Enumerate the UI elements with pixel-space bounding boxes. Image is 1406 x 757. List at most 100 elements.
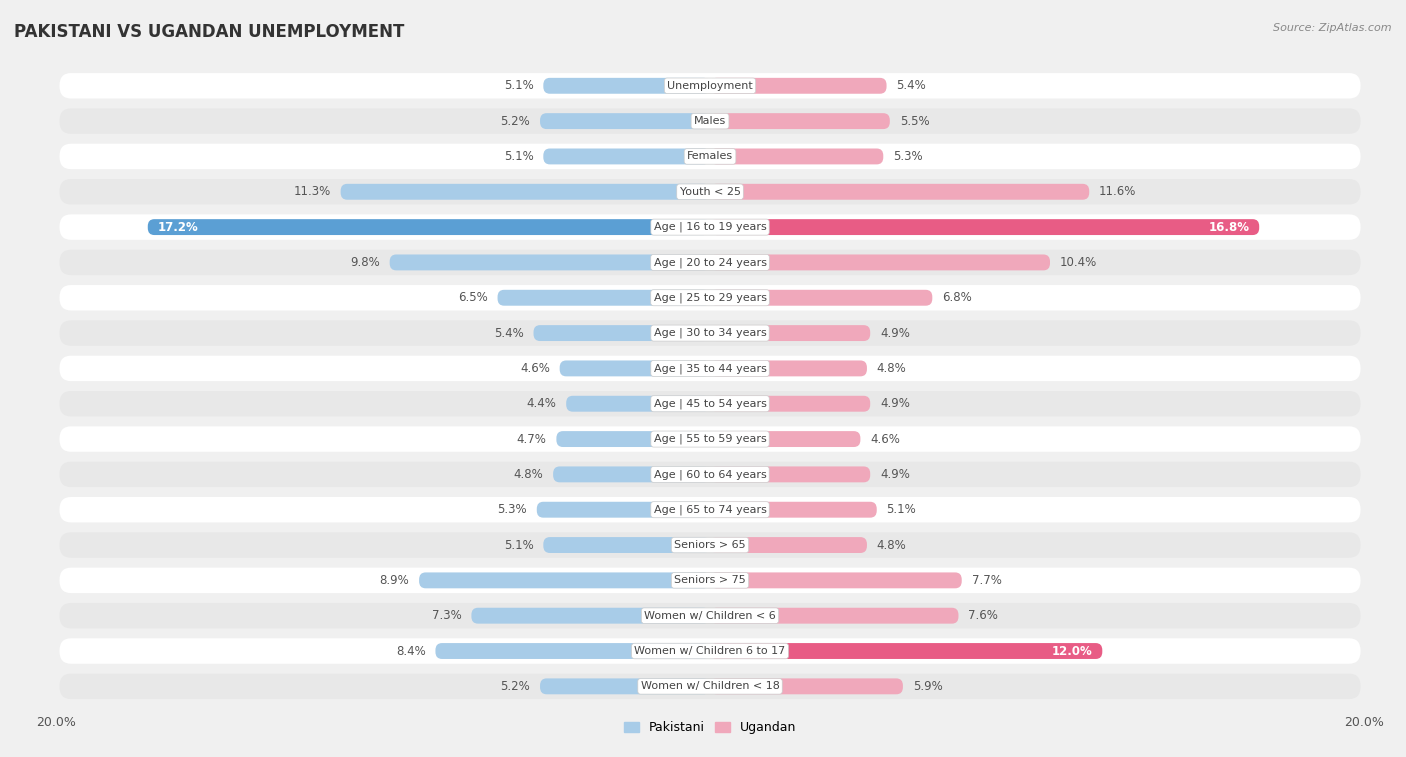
Text: Age | 16 to 19 years: Age | 16 to 19 years — [654, 222, 766, 232]
Text: 4.6%: 4.6% — [870, 432, 900, 446]
FancyBboxPatch shape — [59, 391, 1361, 416]
Text: Age | 25 to 29 years: Age | 25 to 29 years — [654, 292, 766, 303]
FancyBboxPatch shape — [710, 326, 870, 341]
Text: 5.1%: 5.1% — [503, 150, 533, 163]
Text: 4.4%: 4.4% — [526, 397, 557, 410]
Text: 5.2%: 5.2% — [501, 114, 530, 128]
FancyBboxPatch shape — [59, 532, 1361, 558]
FancyBboxPatch shape — [710, 678, 903, 694]
FancyBboxPatch shape — [59, 73, 1361, 98]
Text: 4.9%: 4.9% — [880, 468, 910, 481]
Text: 4.8%: 4.8% — [877, 362, 907, 375]
FancyBboxPatch shape — [59, 250, 1361, 275]
FancyBboxPatch shape — [557, 431, 710, 447]
FancyBboxPatch shape — [59, 108, 1361, 134]
FancyBboxPatch shape — [59, 320, 1361, 346]
FancyBboxPatch shape — [59, 674, 1361, 699]
FancyBboxPatch shape — [710, 502, 877, 518]
Text: 12.0%: 12.0% — [1052, 644, 1092, 658]
Text: Age | 35 to 44 years: Age | 35 to 44 years — [654, 363, 766, 374]
FancyBboxPatch shape — [710, 537, 868, 553]
FancyBboxPatch shape — [710, 431, 860, 447]
Text: 8.4%: 8.4% — [396, 644, 426, 658]
FancyBboxPatch shape — [710, 572, 962, 588]
FancyBboxPatch shape — [389, 254, 710, 270]
Text: 9.8%: 9.8% — [350, 256, 380, 269]
FancyBboxPatch shape — [710, 254, 1050, 270]
Text: Age | 20 to 24 years: Age | 20 to 24 years — [654, 257, 766, 268]
FancyBboxPatch shape — [419, 572, 710, 588]
Text: 5.1%: 5.1% — [503, 79, 533, 92]
FancyBboxPatch shape — [710, 290, 932, 306]
FancyBboxPatch shape — [59, 214, 1361, 240]
FancyBboxPatch shape — [540, 113, 710, 129]
FancyBboxPatch shape — [540, 678, 710, 694]
Text: 4.9%: 4.9% — [880, 397, 910, 410]
Text: Youth < 25: Youth < 25 — [679, 187, 741, 197]
Text: 5.4%: 5.4% — [494, 326, 523, 340]
Text: 5.4%: 5.4% — [897, 79, 927, 92]
Text: 4.7%: 4.7% — [517, 432, 547, 446]
FancyBboxPatch shape — [710, 466, 870, 482]
FancyBboxPatch shape — [59, 462, 1361, 487]
Text: Age | 55 to 59 years: Age | 55 to 59 years — [654, 434, 766, 444]
FancyBboxPatch shape — [543, 537, 710, 553]
FancyBboxPatch shape — [710, 184, 1090, 200]
Text: Males: Males — [695, 116, 725, 126]
Text: 4.8%: 4.8% — [877, 538, 907, 552]
FancyBboxPatch shape — [59, 497, 1361, 522]
FancyBboxPatch shape — [436, 643, 710, 659]
Text: PAKISTANI VS UGANDAN UNEMPLOYMENT: PAKISTANI VS UGANDAN UNEMPLOYMENT — [14, 23, 405, 41]
FancyBboxPatch shape — [59, 638, 1361, 664]
FancyBboxPatch shape — [59, 568, 1361, 593]
Text: Source: ZipAtlas.com: Source: ZipAtlas.com — [1274, 23, 1392, 33]
FancyBboxPatch shape — [710, 396, 870, 412]
Text: Women w/ Children 6 to 17: Women w/ Children 6 to 17 — [634, 646, 786, 656]
Text: Females: Females — [688, 151, 733, 161]
FancyBboxPatch shape — [59, 603, 1361, 628]
Text: 6.5%: 6.5% — [458, 291, 488, 304]
Text: 5.3%: 5.3% — [498, 503, 527, 516]
Text: Unemployment: Unemployment — [668, 81, 752, 91]
FancyBboxPatch shape — [59, 179, 1361, 204]
Text: 5.2%: 5.2% — [501, 680, 530, 693]
FancyBboxPatch shape — [543, 148, 710, 164]
Text: Age | 45 to 54 years: Age | 45 to 54 years — [654, 398, 766, 409]
Text: 7.7%: 7.7% — [972, 574, 1001, 587]
FancyBboxPatch shape — [710, 643, 1102, 659]
Text: 5.5%: 5.5% — [900, 114, 929, 128]
Text: Age | 60 to 64 years: Age | 60 to 64 years — [654, 469, 766, 480]
FancyBboxPatch shape — [710, 360, 868, 376]
FancyBboxPatch shape — [59, 285, 1361, 310]
FancyBboxPatch shape — [710, 113, 890, 129]
Text: Age | 30 to 34 years: Age | 30 to 34 years — [654, 328, 766, 338]
FancyBboxPatch shape — [537, 502, 710, 518]
Text: Seniors > 75: Seniors > 75 — [673, 575, 747, 585]
Text: 5.3%: 5.3% — [893, 150, 922, 163]
Text: 5.1%: 5.1% — [887, 503, 917, 516]
FancyBboxPatch shape — [543, 78, 710, 94]
Text: 5.9%: 5.9% — [912, 680, 942, 693]
Text: Seniors > 65: Seniors > 65 — [675, 540, 745, 550]
Text: Age | 65 to 74 years: Age | 65 to 74 years — [654, 504, 766, 515]
FancyBboxPatch shape — [59, 144, 1361, 169]
Text: 16.8%: 16.8% — [1208, 220, 1250, 234]
Text: 4.6%: 4.6% — [520, 362, 550, 375]
Text: 10.4%: 10.4% — [1060, 256, 1097, 269]
Text: 7.3%: 7.3% — [432, 609, 461, 622]
Text: 7.6%: 7.6% — [969, 609, 998, 622]
Text: 4.8%: 4.8% — [513, 468, 543, 481]
FancyBboxPatch shape — [59, 426, 1361, 452]
FancyBboxPatch shape — [560, 360, 710, 376]
Text: 17.2%: 17.2% — [157, 220, 198, 234]
FancyBboxPatch shape — [340, 184, 710, 200]
FancyBboxPatch shape — [553, 466, 710, 482]
FancyBboxPatch shape — [471, 608, 710, 624]
Text: Women w/ Children < 6: Women w/ Children < 6 — [644, 611, 776, 621]
FancyBboxPatch shape — [498, 290, 710, 306]
Text: 8.9%: 8.9% — [380, 574, 409, 587]
FancyBboxPatch shape — [59, 356, 1361, 381]
FancyBboxPatch shape — [710, 219, 1260, 235]
Text: 11.3%: 11.3% — [294, 185, 330, 198]
FancyBboxPatch shape — [710, 148, 883, 164]
